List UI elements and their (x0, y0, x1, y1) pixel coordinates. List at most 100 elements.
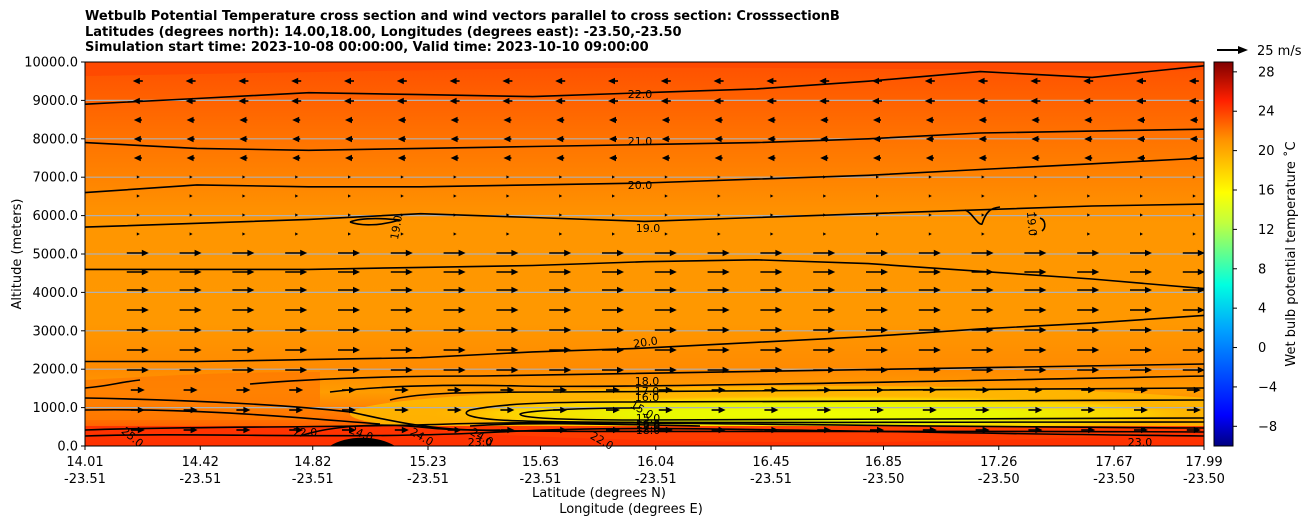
wind-arrowhead (555, 97, 563, 105)
x-tick-longitude: -23.51 (750, 472, 792, 487)
wind-arrowhead (714, 154, 722, 162)
wind-arrowhead (348, 194, 351, 198)
wind-arrowhead (556, 116, 564, 124)
wind-arrowhead (1192, 232, 1196, 236)
wind-arrowhead (136, 232, 140, 236)
wind-arrowhead (511, 306, 519, 314)
wind-arrowhead (454, 386, 462, 394)
wind-arrowhead (1145, 366, 1152, 374)
wind-arrowhead (823, 232, 827, 236)
wind-arrowhead (1031, 116, 1039, 124)
wind-arrowhead (617, 366, 624, 374)
wind-arrowhead (295, 194, 299, 198)
wind-arrowhead (1145, 268, 1152, 276)
wind-arrowhead (194, 249, 202, 257)
wind-arrowhead (397, 154, 405, 162)
wind-arrowhead (137, 386, 145, 394)
colorbar-tick-label: 0 (1258, 341, 1266, 356)
contour-label: 17.0 (636, 421, 661, 434)
warm-low-band (85, 372, 320, 420)
wind-arrowhead (300, 249, 308, 257)
wind-arrowhead (981, 194, 985, 198)
wind-arrowhead (775, 306, 783, 314)
wind-arrowhead (717, 213, 721, 217)
wind-arrowhead (556, 135, 564, 143)
wind-arrowhead (296, 386, 304, 394)
wind-arrowhead (722, 346, 730, 354)
wind-arrowhead (978, 135, 986, 143)
wind-arrowhead (458, 306, 466, 314)
wind-arrowhead (353, 249, 360, 257)
x-axis-label-latitude: Latitude (degrees N) (532, 486, 666, 501)
wind-arrowhead (1092, 249, 1100, 257)
wind-arrowhead (1189, 135, 1197, 143)
x-tick-latitude: 16.45 (752, 455, 789, 470)
wind-arrowhead (1031, 135, 1039, 143)
y-tick-label: 7000.0 (33, 171, 79, 186)
wind-arrowhead (1140, 194, 1143, 198)
wind-arrowhead (353, 286, 360, 294)
wind-arrowhead (559, 213, 563, 217)
wind-arrowhead (660, 77, 668, 85)
wind-arrowhead (1193, 406, 1201, 414)
wind-arrowhead (242, 194, 246, 198)
plot-area (85, 62, 1204, 446)
wind-arrowhead (722, 286, 730, 294)
contour-label: 17.0 (635, 385, 660, 398)
wind-arrowhead (669, 249, 677, 257)
wind-arrowhead (986, 366, 994, 374)
wind-arrowhead (1092, 286, 1100, 294)
wind-arrowhead (503, 135, 511, 143)
wind-arrowhead (1039, 366, 1047, 374)
wind-arrowhead (820, 116, 828, 124)
wind-arrowhead (190, 386, 198, 394)
wind-arrowhead (925, 154, 933, 162)
wind-arrowhead (238, 77, 246, 85)
x-tick-latitude: 15.63 (522, 455, 559, 470)
wind-arrowhead (300, 366, 308, 374)
wind-arrowhead (194, 286, 202, 294)
wind-arrowhead (1084, 116, 1092, 124)
wind-arrowhead (1145, 326, 1152, 334)
wind-arrowhead (1145, 249, 1152, 257)
wind-arrowhead (664, 213, 668, 217)
wind-arrowhead (1137, 135, 1144, 143)
wind-arrowhead (775, 286, 783, 294)
wind-arrowhead (1141, 406, 1148, 414)
wind-arrowhead (873, 154, 880, 162)
wind-arrowhead (823, 194, 827, 198)
colorbar-gradient (1214, 62, 1233, 446)
wind-arrowhead (1092, 326, 1100, 334)
wind-arrowhead (506, 175, 510, 179)
wind-arrowhead (401, 426, 409, 434)
wind-arrowhead (1035, 406, 1043, 414)
wind-arrowhead (617, 306, 624, 314)
wind-arrowhead (876, 175, 879, 179)
wind-arrowhead (1031, 154, 1039, 162)
wind-arrowhead (714, 135, 722, 143)
wind-arrowhead (1092, 366, 1100, 374)
wind-arrowhead (933, 306, 941, 314)
wind-arrowhead (186, 135, 194, 143)
contour-label: 16.0 (636, 418, 661, 431)
wind-arrowhead (933, 286, 941, 294)
wind-arrowhead (1197, 366, 1204, 374)
wind-arrowhead (981, 213, 985, 217)
x-axis: 14.01 -23.51 14.42 -23.51 14.82 -23.51 15.23 -2… (64, 446, 1225, 487)
wind-arrowhead (295, 213, 299, 217)
wind-arrowhead (239, 135, 247, 143)
wind-arrowhead (247, 286, 255, 294)
wind-arrowhead (186, 154, 194, 162)
wind-arrowhead (925, 135, 933, 143)
wind-arrowhead (876, 194, 879, 198)
wind-arrowhead (717, 175, 721, 179)
wind-arrowhead (345, 116, 352, 124)
colorbar-tick-label: 12 (1258, 223, 1275, 238)
wind-arrowhead (344, 77, 351, 85)
wind-arrowhead (300, 268, 308, 276)
wind-arrowhead (986, 286, 994, 294)
wind-arrowhead (296, 406, 304, 414)
wind-key-arrowhead-icon (1238, 46, 1248, 54)
wind-arrowhead (1197, 268, 1204, 276)
wind-arrowhead (669, 268, 677, 276)
